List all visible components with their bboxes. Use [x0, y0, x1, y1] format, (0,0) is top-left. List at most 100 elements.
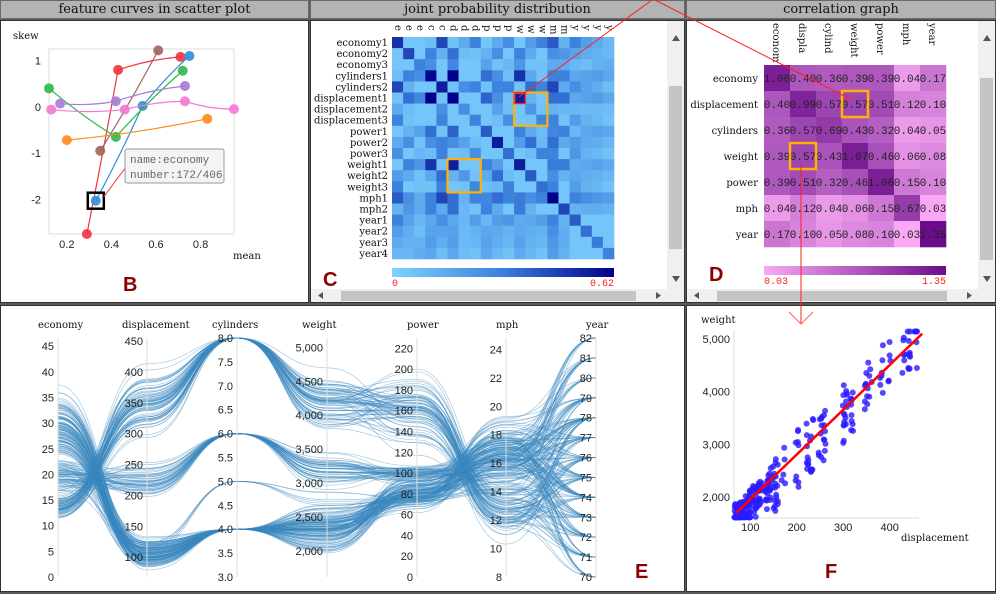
- heatmap-cell[interactable]: [503, 159, 515, 171]
- heatmap-cell[interactable]: [503, 247, 515, 260]
- scatter-point[interactable]: [795, 483, 802, 490]
- heatmap-cell[interactable]: [403, 81, 415, 93]
- heatmap-cell[interactable]: [436, 247, 448, 260]
- heatmap-cell[interactable]: [536, 203, 548, 215]
- horizontal-scrollbar-thumb[interactable]: [341, 291, 636, 301]
- heatmap-cell[interactable]: [536, 59, 548, 71]
- curve-point[interactable]: [177, 65, 188, 76]
- heatmap-cell[interactable]: [536, 159, 548, 171]
- heatmap-cell[interactable]: [547, 181, 559, 193]
- heatmap-cell[interactable]: [458, 103, 470, 115]
- heatmap-cell[interactable]: [558, 103, 570, 115]
- heatmap-cell[interactable]: [436, 136, 448, 149]
- heatmap-cell[interactable]: [602, 192, 615, 204]
- heatmap-cell[interactable]: [469, 225, 482, 238]
- heatmap-cell[interactable]: [558, 70, 570, 82]
- heatmap-cell[interactable]: [503, 236, 515, 249]
- heatmap-cell[interactable]: [558, 225, 570, 238]
- heatmap-cell[interactable]: [569, 170, 581, 182]
- heatmap-cell[interactable]: [503, 214, 515, 226]
- heatmap-cell[interactable]: [436, 225, 448, 238]
- heatmap-cell[interactable]: [436, 181, 448, 193]
- heatmap-cell[interactable]: [403, 247, 415, 260]
- vertical-scrollbar-thumb[interactable]: [980, 78, 993, 260]
- heatmap-cell[interactable]: [403, 148, 415, 160]
- heatmap-cell[interactable]: [536, 48, 548, 60]
- heatmap-cell[interactable]: [414, 125, 426, 138]
- scatter-point[interactable]: [843, 398, 850, 405]
- scatter-point[interactable]: [879, 342, 886, 349]
- heatmap-cell[interactable]: [447, 37, 459, 49]
- scatter-point[interactable]: [849, 427, 856, 434]
- scatter-point[interactable]: [849, 389, 856, 396]
- heatmap-cell[interactable]: [414, 247, 426, 260]
- heatmap-cell[interactable]: [591, 48, 604, 60]
- heatmap-cell[interactable]: [547, 125, 559, 138]
- heatmap-cell[interactable]: [591, 125, 604, 138]
- heatmap-cell[interactable]: [403, 181, 415, 193]
- heatmap-cell[interactable]: [403, 225, 415, 238]
- heatmap-cell[interactable]: [569, 192, 581, 204]
- heatmap-cell[interactable]: [392, 37, 404, 49]
- curve-point[interactable]: [179, 81, 190, 91]
- heatmap-cell[interactable]: [580, 159, 593, 171]
- heatmap-cell[interactable]: [447, 114, 459, 127]
- heatmap-cell[interactable]: [602, 70, 615, 82]
- heatmap-cell[interactable]: [425, 170, 437, 182]
- heatmap-cell[interactable]: [503, 148, 515, 160]
- heatmap-cell[interactable]: [425, 192, 437, 204]
- heatmap-cell[interactable]: [458, 181, 470, 193]
- correlation-cell[interactable]: [764, 143, 791, 170]
- heatmap-cell[interactable]: [392, 192, 404, 204]
- heatmap-cell[interactable]: [503, 203, 515, 215]
- heatmap-cell[interactable]: [536, 192, 548, 204]
- heatmap-cell[interactable]: [403, 103, 415, 115]
- heatmap-cell[interactable]: [392, 159, 404, 171]
- heatmap-cell[interactable]: [569, 159, 581, 171]
- heatmap-cell[interactable]: [392, 148, 404, 160]
- heatmap-cell[interactable]: [392, 170, 404, 182]
- heatmap-cell[interactable]: [536, 247, 548, 260]
- heatmap-cell[interactable]: [491, 103, 504, 115]
- correlation-cell[interactable]: [868, 143, 895, 170]
- heatmap-cell[interactable]: [525, 37, 537, 49]
- heatmap-cell[interactable]: [392, 125, 404, 138]
- heatmap-cell[interactable]: [580, 136, 593, 149]
- heatmap-cell[interactable]: [569, 225, 581, 238]
- heatmap-cell[interactable]: [414, 170, 426, 182]
- heatmap-cell[interactable]: [525, 170, 537, 182]
- heatmap-cell[interactable]: [547, 48, 559, 60]
- heatmap-cell[interactable]: [602, 81, 615, 93]
- scatter-point[interactable]: [913, 364, 920, 371]
- heatmap-cell[interactable]: [525, 103, 537, 115]
- heatmap-cell[interactable]: [447, 48, 459, 60]
- heatmap-cell[interactable]: [569, 81, 581, 93]
- heatmap-cell[interactable]: [425, 125, 437, 138]
- heatmap-cell[interactable]: [514, 236, 526, 249]
- heatmap-cell[interactable]: [491, 148, 504, 160]
- heatmap-cell[interactable]: [569, 70, 581, 82]
- heatmap-cell[interactable]: [458, 125, 470, 138]
- heatmap-cell[interactable]: [547, 37, 559, 49]
- correlation-cell[interactable]: [764, 221, 791, 248]
- heatmap-cell[interactable]: [469, 148, 482, 160]
- heatmap-cell[interactable]: [447, 159, 459, 171]
- correlation-cell[interactable]: [920, 143, 947, 170]
- heatmap-cell[interactable]: [580, 148, 593, 160]
- heatmap-cell[interactable]: [436, 125, 448, 138]
- heatmap-cell[interactable]: [525, 59, 537, 71]
- curve-point[interactable]: [179, 96, 190, 107]
- correlation-cell[interactable]: [868, 91, 895, 118]
- heatmap-cell[interactable]: [480, 159, 493, 171]
- heatmap-cell[interactable]: [503, 192, 515, 204]
- correlation-cell[interactable]: [790, 195, 817, 222]
- heatmap-cell[interactable]: [480, 114, 493, 127]
- heatmap-cell[interactable]: [425, 92, 437, 104]
- heatmap-cell[interactable]: [480, 148, 493, 160]
- heatmap-cell[interactable]: [392, 70, 404, 82]
- correlation-cell[interactable]: [920, 65, 947, 92]
- correlation-cell[interactable]: [894, 91, 921, 118]
- heatmap-cell[interactable]: [447, 70, 459, 82]
- heatmap-cell[interactable]: [458, 136, 470, 149]
- heatmap-cell[interactable]: [514, 70, 526, 82]
